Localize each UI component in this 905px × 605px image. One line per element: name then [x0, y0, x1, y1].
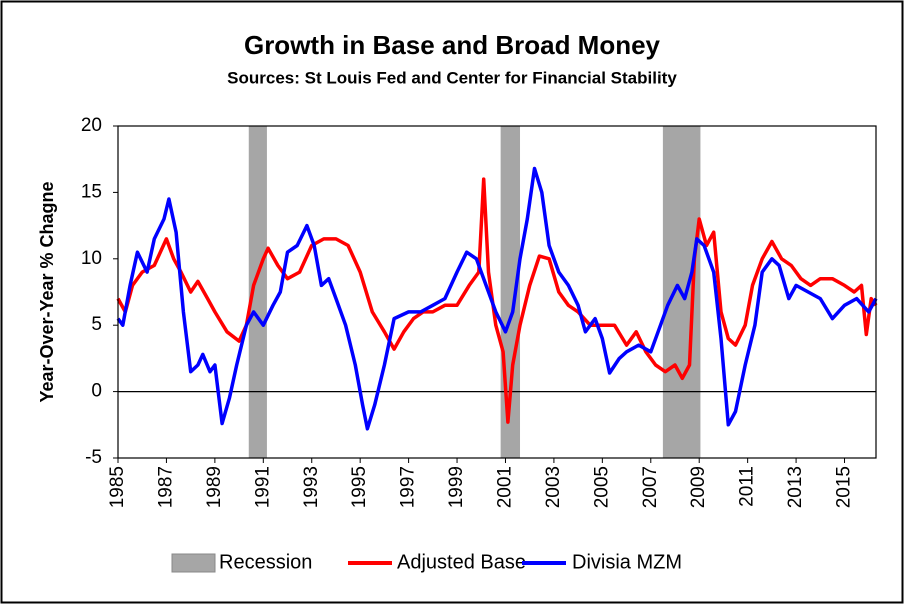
x-tick-label: 2001: [494, 466, 515, 508]
y-tick-label: -5: [85, 447, 102, 468]
y-axis-label: Year-Over-Year % Chagne: [37, 181, 57, 402]
y-tick-label: 20: [81, 115, 102, 136]
legend-label: Recession: [219, 551, 312, 573]
x-tick-label: 2009: [688, 466, 709, 508]
x-tick-label: 1987: [155, 466, 176, 508]
x-tick-label: 2007: [640, 466, 661, 508]
x-tick-label: 1995: [349, 466, 370, 508]
legend-swatch: [171, 553, 216, 573]
x-tick-label: 2011: [737, 466, 758, 507]
chart-subtitle: Sources: St Louis Fed and Center for Fin…: [227, 68, 677, 87]
plot-frame: [117, 125, 877, 459]
y-tick-label: 0: [91, 381, 102, 402]
x-tick-label: 1993: [301, 466, 322, 508]
y-tick-label: 15: [81, 181, 102, 202]
y-tick-label: 10: [81, 248, 102, 269]
series-line: [116, 166, 878, 431]
legend-label: Adjusted Base: [397, 551, 526, 573]
y-tick-label: 5: [91, 314, 102, 335]
legend-label: Divisia MZM: [572, 551, 682, 573]
x-tick-label: 2005: [591, 466, 612, 508]
x-tick-label: 1997: [398, 466, 419, 508]
x-tick-label: 2003: [543, 466, 564, 508]
chart-title: Growth in Base and Broad Money: [244, 30, 661, 60]
recession-band: [248, 126, 267, 458]
x-tick-label: 1985: [107, 466, 128, 508]
x-tick-label: 1991: [252, 466, 273, 508]
x-tick-label: 2013: [785, 466, 806, 508]
x-tick-label: 1999: [446, 466, 467, 508]
x-tick-label: 2015: [834, 466, 855, 508]
x-tick-label: 1989: [204, 466, 225, 508]
